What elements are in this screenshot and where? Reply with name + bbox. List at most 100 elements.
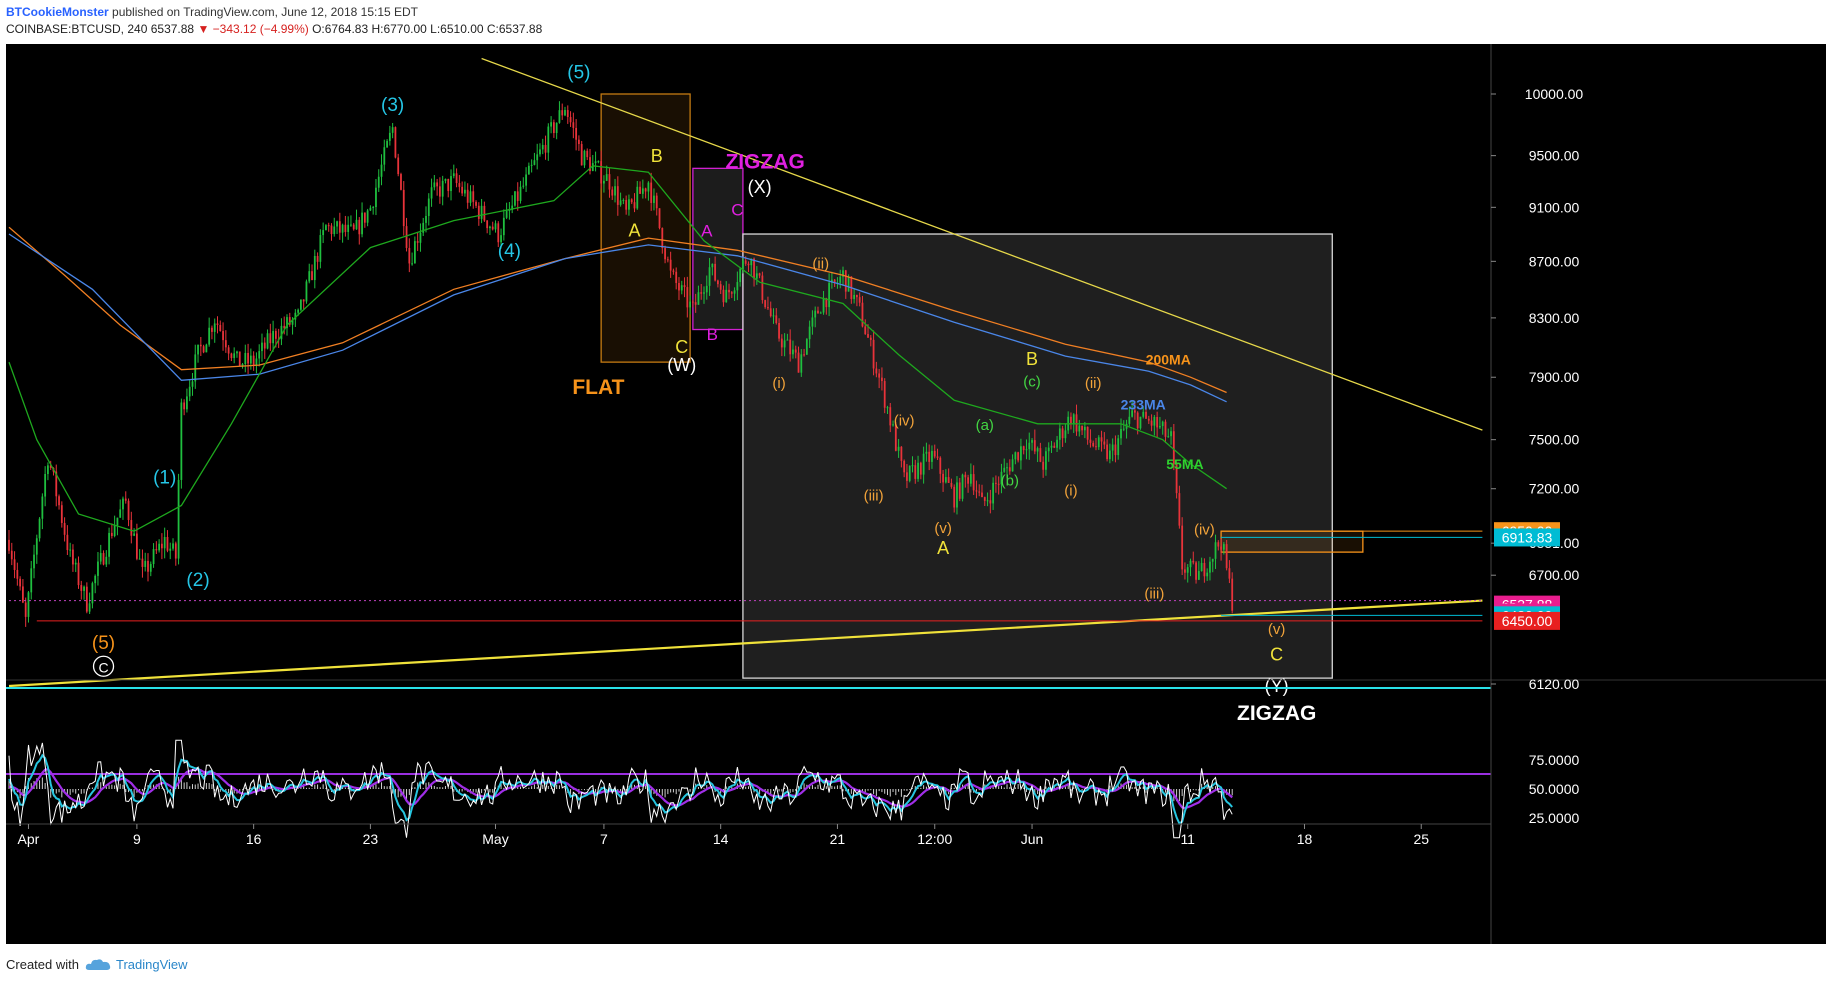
candle-body (363, 212, 366, 223)
candle-body (792, 349, 794, 355)
candle-body (430, 187, 433, 199)
candle-body (1225, 544, 1228, 569)
candle-body (906, 472, 908, 481)
candle-body (302, 299, 305, 302)
candle-body (1184, 569, 1186, 573)
candle-body (653, 195, 655, 203)
candle-body (1058, 428, 1061, 440)
wave-label: (i) (772, 375, 785, 392)
osc-tick-label: 75.0000 (1529, 752, 1580, 768)
time-tick-label: 25 (1413, 831, 1429, 847)
candle-body (1156, 416, 1159, 428)
candle-body (1072, 414, 1075, 425)
candle-body (230, 353, 233, 359)
wave-label: (Y) (1265, 676, 1289, 696)
wave-label: (iii) (864, 487, 884, 504)
candle-body (1139, 416, 1142, 429)
candle-body (233, 353, 236, 359)
time-axis[interactable]: Apr 9 16 23 May 7 14 21 12:00 Jun 11 18 25 (6, 823, 1491, 847)
candle-body (769, 308, 772, 317)
candle-body (1022, 446, 1025, 451)
candle-body (933, 450, 936, 457)
candle-body (678, 282, 680, 291)
candle-body (44, 473, 47, 497)
candle-body (675, 271, 678, 283)
candle-body (261, 342, 263, 352)
chart-area[interactable]: (5) (3) (4) (1) (2) (5) B A C (W) FLAT ZIGZAG (X) C A B… (6, 44, 1826, 944)
wave-label: (3) (381, 95, 404, 116)
candle-body (191, 381, 194, 387)
wave-label: ZIGZAG (1237, 702, 1316, 725)
candle-body (80, 585, 83, 591)
candle-body (458, 183, 461, 187)
candle-body (416, 241, 419, 243)
candle-body (366, 210, 369, 223)
wave-label: (ii) (812, 255, 829, 272)
price-tick-label: 7500.00 (1529, 432, 1580, 448)
candle-body (594, 161, 597, 164)
candle-body (300, 299, 302, 310)
candle-body (511, 205, 514, 210)
time-tick-label: 14 (713, 831, 729, 847)
wave-label: C (1270, 645, 1283, 665)
wave-label: (i) (1064, 482, 1077, 499)
candle-body (91, 583, 94, 604)
candle-body (1142, 411, 1145, 417)
candle-body (1214, 542, 1217, 559)
candle-body (41, 496, 44, 519)
candle-body (1178, 493, 1181, 526)
candle-body (33, 554, 35, 569)
price-axis[interactable]: 10000.00 9500.00 9100.00 8700.00 8300.00 7900… (1490, 44, 1583, 944)
price-chart[interactable]: (5)(3)(4)(1)(2)(5)BAC(W)FLATZIGZAG(X)CAB… (6, 44, 1826, 944)
candle-body (386, 140, 388, 148)
wave-label: 233MA (1121, 397, 1166, 413)
osc-main-line (8, 753, 1233, 825)
tradingview-brand[interactable]: TradingView (85, 957, 188, 972)
candle-body (822, 298, 825, 313)
time-tick-label: 23 (363, 831, 379, 847)
candle-body (1220, 546, 1222, 550)
wave-label: (W) (667, 355, 696, 375)
candle-body (1200, 562, 1203, 572)
candle-body (369, 207, 372, 211)
symbol-bar: COINBASE:BTCUSD, 240 6537.88 ▼ −343.12 (… (6, 22, 542, 36)
candle-body (466, 189, 469, 203)
tradingview-cloud-icon (85, 959, 111, 970)
candle-body (469, 191, 472, 203)
price-tick-label: 7900.00 (1529, 369, 1580, 385)
candle-body (1042, 461, 1045, 470)
candle-body (995, 482, 997, 484)
candle-body (313, 255, 316, 281)
candle-body (1081, 425, 1083, 431)
wave-label: B (707, 325, 718, 344)
candle-body (1136, 412, 1139, 429)
candle-body (347, 224, 350, 232)
symbol-name: COINBASE:BTCUSD, 240 (6, 22, 148, 36)
candle-body (967, 477, 969, 484)
candle-body (461, 186, 464, 194)
candle-body (569, 117, 572, 123)
candle-body (411, 263, 413, 265)
candle-body (847, 276, 850, 292)
candle-body (1047, 447, 1050, 452)
candle-body (861, 302, 864, 327)
author-name[interactable]: BTCookieMonster (6, 5, 109, 19)
candle-body (483, 205, 486, 221)
candle-body (794, 349, 797, 353)
candle-body (975, 490, 978, 492)
candle-body (619, 200, 622, 205)
candle-body (297, 309, 300, 313)
candle-body (808, 326, 811, 340)
candle-body (858, 297, 861, 303)
candle-body (514, 191, 516, 206)
candle-body (589, 157, 591, 172)
candle-body (739, 268, 742, 283)
candle-body (669, 259, 672, 271)
candle-body (555, 122, 558, 134)
candle-body (60, 505, 63, 523)
candle-body (124, 498, 127, 501)
candle-body (580, 144, 583, 166)
ohlc-values: O:6764.83 H:6770.00 L:6510.00 C:6537.88 (312, 22, 543, 36)
candle-body (152, 549, 155, 565)
candle-body (247, 352, 249, 364)
